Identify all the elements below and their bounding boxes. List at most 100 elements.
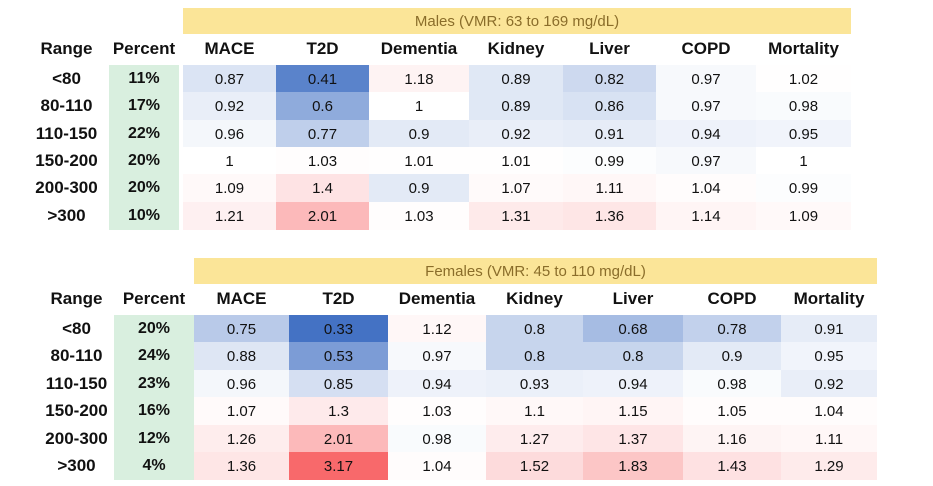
heatmap-cell-mortality: 1.02 — [756, 65, 851, 93]
heatmap-cell-kidney: 1.52 — [486, 452, 583, 480]
table-row: 80-110 17% 0.92 0.6 1 0.89 0.86 0.97 0.98 — [0, 92, 933, 120]
heatmap-cell-kidney: 1.1 — [486, 397, 583, 425]
range-label: 80-110 — [50, 346, 103, 365]
column-header-dementia: Dementia — [398, 289, 476, 308]
heatmap-cell-kidney: 0.89 — [469, 92, 563, 120]
range-label: >300 — [57, 456, 96, 475]
column-header-kidney: Kidney — [506, 289, 563, 308]
range-label: >300 — [47, 206, 86, 225]
table-row: 110-150 22% 0.96 0.77 0.9 0.92 0.91 0.94 0.95 — [0, 120, 933, 148]
heatmap-cell-liver: 0.91 — [563, 120, 656, 148]
table-row: >300 10% 1.21 2.01 1.03 1.31 1.36 1.14 1.09 — [0, 202, 933, 230]
heatmap-cell-t2d: 1.3 — [289, 397, 388, 425]
heatmap-cell-mortality: 1.11 — [781, 425, 877, 453]
heatmap-cell-copd: 0.97 — [656, 147, 756, 175]
heatmap-cell-dementia: 1.12 — [388, 315, 486, 343]
heatmap-cell-mace: 1.09 — [183, 174, 276, 202]
heatmap-cell-dementia: 0.97 — [388, 342, 486, 370]
column-header-copd: COPD — [707, 289, 757, 308]
heatmap-cell-kidney: 0.8 — [486, 315, 583, 343]
range-header: Range — [40, 39, 93, 58]
heatmap-cell-kidney: 1.01 — [469, 147, 563, 175]
heatmap-cell-t2d: 1.4 — [276, 174, 369, 202]
heatmap-cell-t2d: 2.01 — [276, 202, 369, 230]
heatmap-cell-t2d: 0.33 — [289, 315, 388, 343]
heatmap-cell-copd: 0.94 — [656, 120, 756, 148]
heatmap-cell-liver: 1.36 — [563, 202, 656, 230]
percent-cell: 20% — [109, 147, 179, 175]
heatmap-cell-copd: 0.98 — [683, 370, 781, 398]
heatmap-cell-kidney: 0.92 — [469, 120, 563, 148]
table-row: 200-300 12% 1.26 2.01 0.98 1.27 1.37 1.16 1.11 — [0, 425, 933, 453]
heatmap-cell-liver: 1.15 — [583, 397, 683, 425]
heatmap-cell-kidney: 1.27 — [486, 425, 583, 453]
heatmap-cell-kidney: 1.31 — [469, 202, 563, 230]
heatmap-cell-mace: 1.21 — [183, 202, 276, 230]
heatmap-cell-mortality: 1 — [756, 147, 851, 175]
heatmap-cell-liver: 1.37 — [583, 425, 683, 453]
column-header-dementia: Dementia — [380, 39, 458, 58]
heatmap-cell-mortality: 0.92 — [781, 370, 877, 398]
heatmap-cell-mace: 1 — [183, 147, 276, 175]
heatmap-cell-copd: 1.05 — [683, 397, 781, 425]
table-row: <80 20% 0.75 0.33 1.12 0.8 0.68 0.78 0.91 — [0, 315, 933, 343]
percent-cell: 10% — [109, 202, 179, 230]
table-row: 110-150 23% 0.96 0.85 0.94 0.93 0.94 0.98 0.92 — [0, 370, 933, 398]
heatmap-cell-mace: 0.75 — [194, 315, 289, 343]
heatmap-cell-t2d: 0.77 — [276, 120, 369, 148]
heatmap-cell-liver: 0.94 — [583, 370, 683, 398]
heatmap-cell-mortality: 1.29 — [781, 452, 877, 480]
heatmap-cell-liver: 0.8 — [583, 342, 683, 370]
range-label: 150-200 — [35, 151, 98, 170]
heatmap-cell-copd: 0.97 — [656, 92, 756, 120]
range-label: <80 — [62, 319, 91, 338]
heatmap-cell-kidney: 1.07 — [469, 174, 563, 202]
range-label: 200-300 — [45, 429, 108, 448]
heatmap-cell-liver: 0.86 — [563, 92, 656, 120]
column-header-liver: Liver — [589, 39, 630, 58]
heatmap-cell-copd: 1.16 — [683, 425, 781, 453]
range-label: 150-200 — [45, 401, 108, 420]
range-header: Range — [50, 289, 103, 308]
heatmap-cell-kidney: 0.8 — [486, 342, 583, 370]
percent-cell: 20% — [114, 315, 194, 343]
heatmap-cell-dementia: 1.03 — [388, 397, 486, 425]
heatmap-cell-dementia: 1.03 — [369, 202, 469, 230]
percent-cell: 22% — [109, 120, 179, 148]
heatmap-cell-mortality: 0.91 — [781, 315, 877, 343]
table-row: 150-200 16% 1.07 1.3 1.03 1.1 1.15 1.05 1.04 — [0, 397, 933, 425]
column-header-mace: MACE — [216, 289, 267, 308]
heatmap-cell-mace: 0.87 — [183, 65, 276, 93]
heatmap-cell-liver: 0.68 — [583, 315, 683, 343]
percent-cell: 16% — [114, 397, 194, 425]
heatmap-cell-mace: 1.26 — [194, 425, 289, 453]
heatmap-cell-mortality: 0.95 — [781, 342, 877, 370]
heatmap-cell-dementia: 1 — [369, 92, 469, 120]
heatmap-cell-mortality: 0.98 — [756, 92, 851, 120]
heatmap-cell-t2d: 0.53 — [289, 342, 388, 370]
heatmap-cell-liver: 0.82 — [563, 65, 656, 93]
heatmap-cell-dementia: 1.18 — [369, 65, 469, 93]
heatmap-cell-mace: 1.36 — [194, 452, 289, 480]
heatmap-cell-t2d: 2.01 — [289, 425, 388, 453]
heatmap-cell-t2d: 0.41 — [276, 65, 369, 93]
heatmap-cell-copd: 1.04 — [656, 174, 756, 202]
column-header-copd: COPD — [681, 39, 731, 58]
heatmap-cell-t2d: 0.85 — [289, 370, 388, 398]
heatmap-cell-t2d: 0.6 — [276, 92, 369, 120]
column-header-liver: Liver — [612, 289, 654, 308]
percent-header: Percent — [112, 39, 176, 58]
table-title: Females (VMR: 45 to 110 mg/dL) — [194, 258, 877, 284]
percent-cell: 17% — [109, 92, 179, 120]
heatmap-cell-mace: 0.88 — [194, 342, 289, 370]
heatmap-cell-dementia: 0.98 — [388, 425, 486, 453]
heatmap-cell-mace: 0.96 — [183, 120, 276, 148]
heatmap-cell-t2d: 3.17 — [289, 452, 388, 480]
range-label: 110-150 — [35, 124, 98, 143]
heatmap-cell-mortality: 1.04 — [781, 397, 877, 425]
heatmap-cell-kidney: 0.89 — [469, 65, 563, 93]
heatmap-cell-copd: 0.97 — [656, 65, 756, 93]
percent-cell: 11% — [109, 65, 179, 93]
heatmap-cell-t2d: 1.03 — [276, 147, 369, 175]
percent-cell: 20% — [109, 174, 179, 202]
